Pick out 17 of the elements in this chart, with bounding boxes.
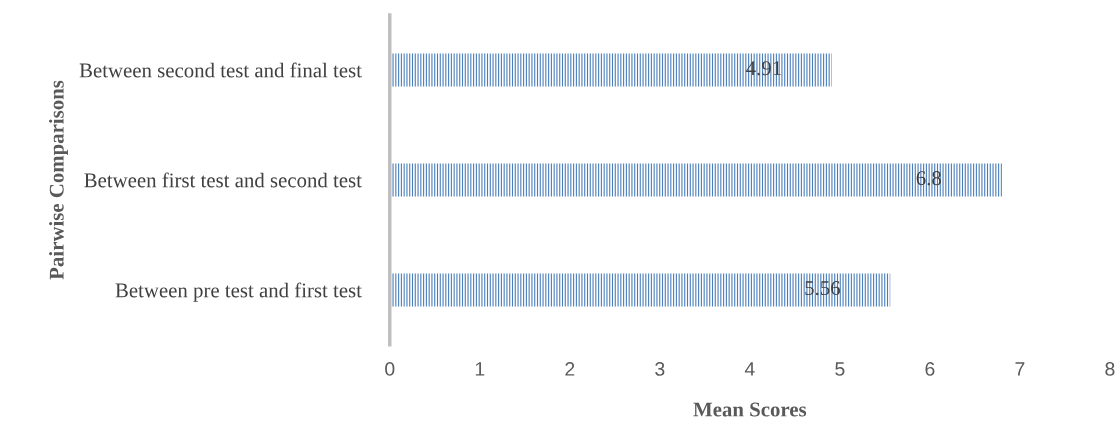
y-tick-label: Between second test and final test <box>79 62 362 78</box>
bar <box>389 163 1002 197</box>
x-tick-label: 5 <box>835 362 845 376</box>
x-tick-label: 3 <box>655 362 665 376</box>
x-axis-title: Mean Scores <box>693 402 807 417</box>
x-tick-label: 8 <box>1105 362 1115 376</box>
x-tick-label: 0 <box>385 362 395 376</box>
x-tick-label: 4 <box>744 362 755 376</box>
bar <box>389 53 832 87</box>
x-tick-label: 1 <box>475 362 485 376</box>
x-tick-label: 2 <box>565 362 575 376</box>
y-tick-label: Between first test and second test <box>84 172 362 188</box>
x-tick-label: 7 <box>1015 362 1025 376</box>
y-axis-title: Pairwise Comparisons <box>49 80 68 280</box>
x-tick-label: 6 <box>925 362 935 376</box>
y-tick-label: Between pre test and first test <box>115 282 362 302</box>
bar <box>389 273 891 307</box>
